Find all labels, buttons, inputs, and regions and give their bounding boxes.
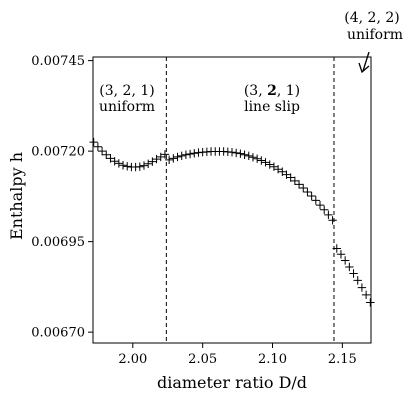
data-point	[236, 149, 245, 158]
data-point	[345, 262, 354, 272]
data-markers	[89, 137, 375, 307]
region-2-tuple-b: , 1)	[277, 83, 300, 99]
data-point	[177, 151, 186, 161]
data-point	[336, 250, 346, 259]
data-point	[139, 161, 149, 170]
data-point	[135, 162, 144, 171]
data-point	[299, 183, 308, 193]
data-point	[307, 191, 316, 201]
data-point	[231, 148, 241, 158]
data-point	[185, 149, 195, 159]
data-point	[102, 150, 111, 159]
data-point	[303, 187, 312, 197]
region-1-tuple: (3, 2, 1)	[99, 83, 154, 99]
data-point	[110, 157, 119, 166]
data-point	[152, 154, 161, 164]
data-point	[93, 142, 103, 151]
data-point	[361, 290, 371, 300]
data-point	[252, 154, 262, 163]
data-point	[353, 276, 362, 285]
data-point	[173, 152, 182, 162]
data-point	[324, 210, 333, 220]
data-point	[315, 200, 325, 210]
data-point	[328, 216, 337, 225]
region-2-tuple-bold: 2	[267, 83, 277, 99]
x-axis-label: diameter ratio D/d	[157, 373, 307, 392]
region-divider-lines	[165, 57, 335, 343]
data-point	[181, 150, 191, 159]
data-point	[340, 256, 350, 265]
region-1-type: uniform	[99, 99, 155, 115]
data-point	[123, 162, 132, 171]
data-point	[114, 159, 124, 168]
data-point	[294, 180, 304, 189]
x-tick-label: 2.10	[258, 352, 287, 367]
data-point	[143, 159, 153, 168]
data-point	[240, 150, 249, 159]
data-point	[118, 161, 128, 170]
region-2-tuple-a: (3,	[244, 83, 267, 99]
region-2-type: line slip	[244, 99, 300, 115]
data-point	[164, 155, 174, 165]
x-tick-label: 2.00	[118, 352, 147, 367]
data-point	[227, 148, 237, 157]
data-point	[311, 196, 321, 205]
region-3-type: uniform	[347, 27, 403, 43]
x-tick-label: 2.15	[328, 352, 357, 367]
x-tick-label: 2.05	[188, 352, 217, 367]
data-point	[160, 150, 170, 159]
data-point	[290, 176, 300, 186]
y-axis-ticks: 0.00670 0.00695 0.00720 0.00745	[31, 54, 93, 341]
region-2-tuple: (3, 2, 1)	[244, 83, 300, 99]
data-point	[97, 146, 107, 156]
y-axis-label: Enthalpy h	[7, 152, 26, 240]
plot-frame	[92, 56, 372, 344]
x-axis-ticks: 2.00 2.05 2.10 2.15	[118, 343, 357, 367]
data-point	[248, 153, 258, 162]
data-point	[332, 244, 341, 253]
data-point	[349, 269, 358, 278]
data-point	[169, 154, 178, 163]
data-point	[261, 158, 270, 167]
data-point	[357, 283, 367, 292]
data-point	[244, 151, 253, 161]
data-point	[320, 205, 329, 214]
y-tick-label: 0.00695	[31, 235, 85, 250]
data-point	[265, 160, 274, 169]
data-point	[366, 298, 375, 307]
y-tick-label: 0.00745	[31, 54, 85, 69]
region-3-tuple: (4, 2, 2)	[344, 10, 399, 26]
data-point	[190, 149, 199, 158]
y-tick-label: 0.00720	[31, 145, 85, 160]
arrow-icon	[358, 51, 370, 74]
y-tick-label: 0.00670	[31, 326, 85, 341]
data-point	[257, 156, 266, 165]
data-point	[89, 137, 98, 147]
